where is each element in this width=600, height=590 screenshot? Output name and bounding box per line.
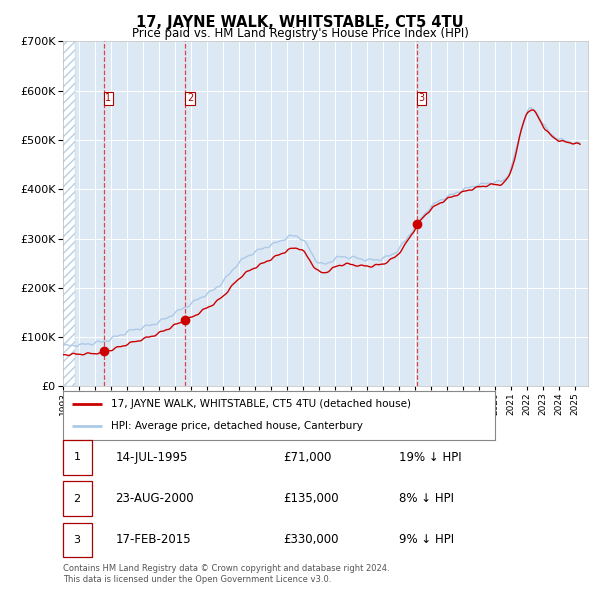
Text: 17, JAYNE WALK, WHITSTABLE, CT5 4TU (detached house): 17, JAYNE WALK, WHITSTABLE, CT5 4TU (det…: [110, 399, 410, 409]
Text: 1: 1: [105, 93, 112, 103]
Text: 8% ↓ HPI: 8% ↓ HPI: [399, 492, 454, 505]
Text: HPI: Average price, detached house, Canterbury: HPI: Average price, detached house, Cant…: [110, 421, 362, 431]
Bar: [63, 41, 75, 386]
Text: 2: 2: [74, 494, 81, 503]
Text: 14-JUL-1995: 14-JUL-1995: [115, 451, 188, 464]
Text: 23-AUG-2000: 23-AUG-2000: [115, 492, 194, 505]
Text: £330,000: £330,000: [284, 533, 339, 546]
Text: 17-FEB-2015: 17-FEB-2015: [115, 533, 191, 546]
Text: 3: 3: [74, 535, 80, 545]
Text: 17, JAYNE WALK, WHITSTABLE, CT5 4TU: 17, JAYNE WALK, WHITSTABLE, CT5 4TU: [136, 15, 464, 30]
Text: £71,000: £71,000: [284, 451, 332, 464]
FancyBboxPatch shape: [63, 523, 92, 557]
Text: 9% ↓ HPI: 9% ↓ HPI: [399, 533, 454, 546]
Text: 19% ↓ HPI: 19% ↓ HPI: [399, 451, 461, 464]
Text: 2: 2: [187, 93, 193, 103]
Text: Price paid vs. HM Land Registry's House Price Index (HPI): Price paid vs. HM Land Registry's House …: [131, 27, 469, 40]
Text: 1: 1: [74, 453, 80, 462]
Text: This data is licensed under the Open Government Licence v3.0.: This data is licensed under the Open Gov…: [63, 575, 331, 584]
Text: 3: 3: [419, 93, 425, 103]
FancyBboxPatch shape: [63, 481, 92, 516]
FancyBboxPatch shape: [63, 440, 92, 474]
Text: Contains HM Land Registry data © Crown copyright and database right 2024.: Contains HM Land Registry data © Crown c…: [63, 565, 389, 573]
Text: £135,000: £135,000: [284, 492, 339, 505]
